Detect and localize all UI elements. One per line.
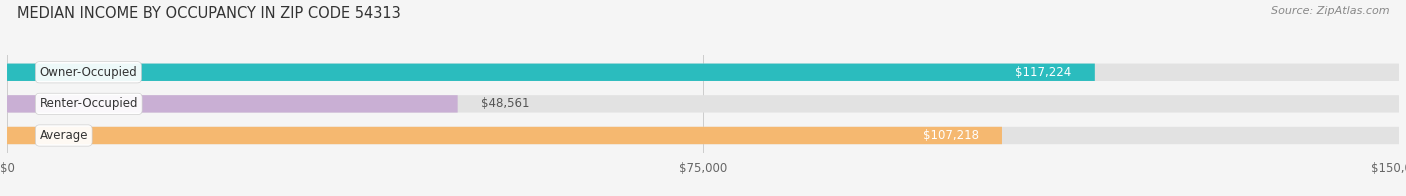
Text: MEDIAN INCOME BY OCCUPANCY IN ZIP CODE 54313: MEDIAN INCOME BY OCCUPANCY IN ZIP CODE 5… [17,6,401,21]
Text: $107,218: $107,218 [922,129,979,142]
FancyBboxPatch shape [7,127,1399,144]
FancyBboxPatch shape [7,64,1095,81]
Text: Average: Average [39,129,89,142]
FancyBboxPatch shape [7,95,458,113]
FancyBboxPatch shape [7,127,1002,144]
Text: Renter-Occupied: Renter-Occupied [39,97,138,110]
Text: Source: ZipAtlas.com: Source: ZipAtlas.com [1271,6,1389,16]
Text: Owner-Occupied: Owner-Occupied [39,66,138,79]
Text: $117,224: $117,224 [1015,66,1071,79]
FancyBboxPatch shape [7,95,1399,113]
FancyBboxPatch shape [7,64,1399,81]
Text: $48,561: $48,561 [481,97,529,110]
